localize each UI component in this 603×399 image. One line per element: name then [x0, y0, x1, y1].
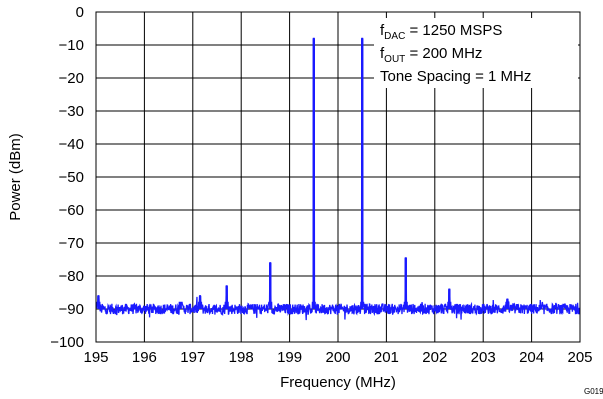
x-tick-label: 196 — [132, 349, 157, 366]
y-axis-label: Power (dBm) — [7, 133, 24, 221]
x-tick-labels: 195 196 197 198 199 200 201 202 203 204 205 — [83, 349, 592, 366]
spectrum-trace — [95, 37, 581, 321]
series-group — [95, 37, 581, 321]
x-tick-label: 200 — [325, 349, 350, 366]
y-tick-label: −70 — [59, 235, 84, 252]
x-tick-label: 203 — [471, 349, 496, 366]
legend: fDAC = 1250 MSPS fOUT = 200 MHz Tone Spaci… — [380, 22, 531, 85]
y-tick-label: −40 — [59, 136, 84, 153]
y-tick-label: −60 — [59, 202, 84, 219]
plot-frame — [95, 11, 581, 343]
x-tick-label: 197 — [180, 349, 205, 366]
figure-id: G019 — [584, 387, 603, 396]
x-tick-label: 201 — [374, 349, 399, 366]
legend-background — [374, 18, 578, 88]
y-tick-label: −90 — [59, 301, 84, 318]
legend-entry: fDAC = 1250 MSPS — [380, 22, 502, 42]
x-tick-label: 202 — [422, 349, 447, 366]
y-tick-labels: 0 −10 −20 −30 −40 −50 −60 −70 −80 −90 −100 — [50, 4, 84, 351]
x-axis-label: Frequency (MHz) — [280, 374, 396, 391]
x-tick-label: 199 — [277, 349, 302, 366]
y-tick-label: −20 — [59, 70, 84, 87]
y-tick-label: −50 — [59, 169, 84, 186]
y-tick-label: 0 — [76, 4, 84, 21]
y-tick-label: −100 — [50, 334, 84, 351]
x-tick-label: 195 — [83, 349, 108, 366]
x-tick-label: 198 — [229, 349, 254, 366]
x-tick-label: 204 — [519, 349, 544, 366]
y-tick-label: −10 — [59, 37, 84, 54]
legend-entry: Tone Spacing = 1 MHz — [380, 68, 531, 85]
x-tick-label: 205 — [567, 349, 592, 366]
y-tick-label: −80 — [59, 268, 84, 285]
legend-entry: fOUT = 200 MHz — [380, 45, 482, 65]
y-tick-label: −30 — [59, 103, 84, 120]
